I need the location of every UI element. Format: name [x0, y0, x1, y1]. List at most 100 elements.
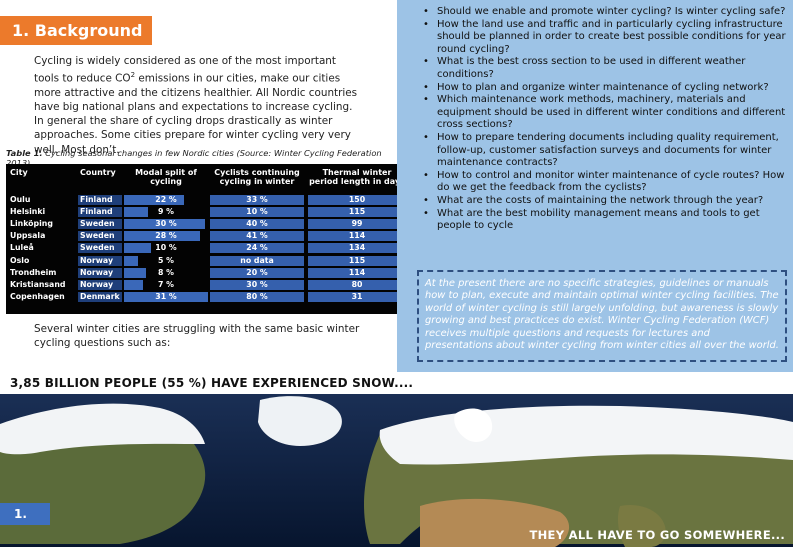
cell-modal-split: 22 %: [155, 195, 177, 204]
cell-country: Sweden: [80, 231, 115, 241]
cell-thermal: 150: [348, 195, 366, 204]
bullet-icon: •: [423, 194, 429, 206]
cell-modal-split: 30 %: [155, 219, 177, 229]
co2-subscript: 2: [130, 71, 136, 80]
thermal-cell-bg: [308, 255, 406, 266]
cell-country: Finland: [80, 195, 113, 204]
question-text: Which maintenance work methods, machiner…: [437, 94, 786, 131]
question-text: How the land use and traffic and in part…: [437, 18, 786, 55]
cell-continuing: 33 %: [246, 195, 268, 204]
cell-country: Sweden: [80, 219, 115, 229]
cell-country: Norway: [80, 255, 114, 265]
question-text: How to control and monitor winter mainte…: [437, 169, 785, 194]
cell-continuing: 40 %: [246, 219, 268, 229]
cell-city: Kristiansand: [10, 279, 66, 289]
table-row: Linköping Sweden 30 % 40 % 99: [6, 218, 410, 230]
cell-city: Oslo: [10, 255, 30, 265]
cell-modal-split: 31 %: [155, 291, 177, 301]
modal-split-bar: [124, 243, 151, 254]
right-column: • Should we enable and promote winter cyc…: [397, 0, 793, 372]
table-row: Luleå Sweden 10 % 24 % 134: [6, 242, 410, 254]
thermal-cell-bg: [308, 279, 406, 290]
modal-split-bar: [124, 255, 138, 266]
question-text: How to prepare tendering documents inclu…: [437, 131, 779, 169]
table-header-row: City Country Modal split of cycling Cycl…: [6, 164, 410, 192]
snow-headline: 3,85 BILLION PEOPLE (55 %) HAVE EXPERIEN…: [10, 376, 414, 390]
thermal-cell-bg: [308, 231, 406, 242]
cell-continuing: 24 %: [246, 243, 268, 253]
modal-split-bar: [124, 267, 146, 278]
intro-text-a: Cycling is widely considered as one of t…: [34, 55, 336, 85]
country-cell-bg: [78, 195, 122, 205]
cell-thermal: 114: [348, 267, 366, 277]
bullet-icon: •: [423, 131, 429, 143]
bullet-icon: •: [423, 6, 429, 17]
cell-continuing: no data: [240, 255, 274, 265]
continuing-cell-bg: [210, 231, 304, 242]
header-continuing: Cyclists continuing cycling in winter: [214, 168, 300, 186]
table-row: Kristiansand Norway 7 % 30 % 80: [6, 279, 410, 290]
cell-city: Oulu: [10, 195, 31, 204]
question-item: • Which maintenance work methods, machine…: [423, 94, 789, 132]
bullet-icon: •: [423, 81, 429, 93]
header-city: City: [10, 168, 28, 177]
cell-thermal: 114: [348, 231, 366, 241]
thermal-cell-bg: [308, 243, 406, 254]
snow-greenland: [258, 396, 342, 446]
question-text: What is the best cross section to be use…: [437, 56, 746, 80]
world-snow-map: [0, 394, 793, 547]
table-row: Oslo Norway 5 % no data 115: [6, 255, 410, 266]
cell-modal-split: 28 %: [155, 231, 177, 241]
country-cell-bg: [78, 279, 122, 290]
left-column: 1. Background Cycling is widely consider…: [0, 0, 410, 372]
bullet-icon: •: [423, 18, 429, 30]
snow-headline-strip: 3,85 BILLION PEOPLE (55 %) HAVE EXPERIEN…: [0, 372, 793, 394]
cell-country: Norway: [80, 279, 114, 289]
thermal-cell-bg: [308, 291, 406, 302]
bottom-banner: 3,85 BILLION PEOPLE (55 %) HAVE EXPERIEN…: [0, 372, 793, 547]
thermal-cell-bg: [308, 219, 406, 230]
cell-country: Norway: [80, 267, 114, 277]
cell-country: Denmark: [80, 291, 120, 301]
question-item: • How the land use and traffic and in par…: [423, 19, 789, 57]
table-row: Helsinki Finland 9 % 10 % 115: [6, 206, 410, 218]
callout-text: At the present there are no specific str…: [425, 278, 779, 352]
cell-country: Sweden: [80, 243, 115, 253]
continuing-cell-bg: [210, 195, 304, 205]
continuing-cell-bg: [210, 219, 304, 230]
land-desert: [420, 498, 570, 547]
header-country: Country: [80, 168, 116, 177]
cycling-table: City Country Modal split of cycling Cycl…: [6, 164, 410, 314]
country-cell-bg: [78, 291, 122, 302]
question-item: • What are the costs of maintaining the n…: [423, 195, 789, 208]
country-cell-bg: [78, 255, 122, 266]
continuing-cell-bg: [210, 207, 304, 218]
table-row: Trondheim Norway 8 % 20 % 114: [6, 267, 410, 278]
bullet-icon: •: [423, 94, 429, 106]
cell-city: Helsinki: [10, 207, 46, 217]
table-row: Oulu Finland 22 % 33 % 150: [6, 194, 410, 205]
page-number-tag: 1.: [0, 503, 50, 525]
continuing-cell-bg: [210, 279, 304, 290]
cell-thermal: 115: [348, 207, 366, 217]
question-text: How to plan and organize winter maintena…: [437, 81, 769, 93]
cell-modal-split: 7 %: [158, 279, 174, 289]
section-title: 1. Background: [0, 16, 152, 45]
country-cell-bg: [78, 267, 122, 278]
question-item: • What are the best mobility management m…: [423, 208, 789, 233]
cell-city: Linköping: [10, 219, 53, 229]
table-caption-text: Cycling seasonal changes in few Nordic c…: [6, 148, 382, 168]
question-item: • What is the best cross section to be us…: [423, 56, 789, 81]
intro-paragraph: Cycling is widely considered as one of t…: [34, 54, 364, 157]
thermal-cell-bg: [308, 207, 406, 218]
cell-city: Copenhagen: [10, 291, 65, 301]
question-text: What are the costs of maintaining the ne…: [437, 194, 764, 206]
cell-modal-split: 5 %: [158, 255, 174, 265]
callout-box: At the present there are no specific str…: [417, 270, 787, 362]
intro-text-b: emissions in our cities, make our cities…: [34, 72, 358, 156]
thermal-cell-bg: [308, 195, 406, 205]
questions-list: • Should we enable and promote winter cyc…: [423, 6, 789, 233]
cell-thermal: 134: [348, 243, 366, 253]
continuing-cell-bg: [210, 267, 304, 278]
country-cell-bg: [78, 207, 122, 218]
